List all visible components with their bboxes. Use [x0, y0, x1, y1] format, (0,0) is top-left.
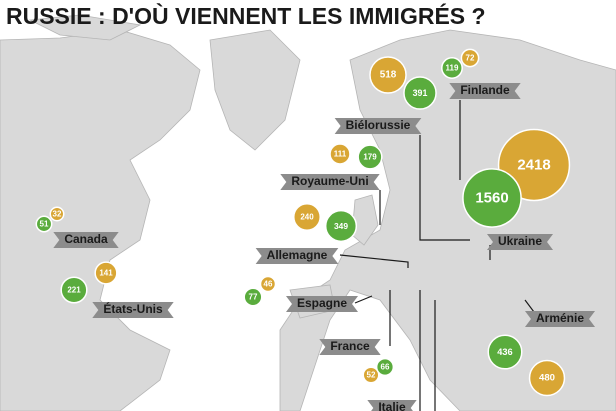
country-name: Italie: [378, 400, 406, 411]
leader-lines: [339, 100, 541, 411]
bubble-value: 52: [367, 371, 376, 380]
label-banner: [285, 296, 359, 312]
bubble-value: 66: [381, 363, 390, 372]
country-name: États-Unis: [103, 301, 163, 316]
bubble-value: 349: [334, 221, 348, 231]
country-name: Ukraine: [498, 234, 542, 248]
country-label: Finlande: [449, 83, 521, 99]
bubble-value: 77: [249, 293, 258, 302]
bubble: [460, 48, 480, 68]
bubble-value: 240: [300, 213, 314, 222]
bubble: [441, 57, 463, 79]
bubble: [35, 215, 53, 233]
bubble-value: 221: [67, 286, 81, 295]
country-name: France: [330, 339, 370, 353]
bubble-value: 111: [334, 150, 347, 159]
bubble-value: 119: [446, 64, 459, 73]
label-banner: [367, 400, 417, 411]
bubble-value: 46: [264, 280, 273, 289]
bubble: [369, 56, 407, 94]
country-label: Royaume-Uni: [280, 174, 380, 190]
bubble-value: 1560: [475, 190, 508, 207]
bubble: [49, 206, 65, 222]
title: RUSSIE : D'OÙ VIENNENT LES IMMIGRÉS ?: [6, 2, 486, 29]
country-label: Italie: [367, 400, 417, 411]
country-label: France: [319, 339, 381, 355]
bubble: [403, 76, 437, 110]
bubble-value: 32: [53, 210, 62, 219]
bubble-value: 391: [413, 88, 428, 98]
bubble: [243, 287, 263, 307]
bubble: [357, 144, 383, 170]
bubble: [528, 359, 566, 397]
bubble: [324, 209, 358, 243]
bubble-value: 141: [99, 269, 113, 278]
bubble: [329, 143, 351, 165]
label-banner: [334, 118, 422, 134]
bubble-value: 2418: [517, 157, 550, 174]
country-name: Canada: [64, 232, 108, 246]
label-banner: [486, 234, 554, 250]
country-name: Finlande: [460, 83, 510, 97]
country-label: Canada: [53, 232, 119, 248]
bubble: [60, 276, 88, 304]
label-banner: [280, 174, 380, 190]
bubble-value: 72: [466, 54, 475, 63]
country-label: États-Unis: [92, 301, 174, 318]
bubble: [487, 334, 523, 370]
country-name: Espagne: [297, 296, 347, 310]
label-banner: [53, 232, 119, 248]
label-banner: [92, 302, 174, 318]
country-label: Arménie: [524, 311, 596, 327]
country-label: Biélorussie: [334, 118, 422, 134]
country-name: Allemagne: [267, 248, 328, 262]
bubble: [293, 203, 321, 231]
country-label: Ukraine: [486, 234, 554, 250]
label-banner: [449, 83, 521, 99]
label-banner: [319, 339, 381, 355]
bubble-value: 51: [40, 220, 49, 229]
country-label: Espagne: [285, 296, 359, 312]
bubble-value: 480: [539, 373, 555, 384]
bubble: [462, 168, 522, 228]
country-name: Biélorussie: [346, 118, 411, 132]
label-banner: [524, 311, 596, 327]
bubble: [362, 366, 380, 384]
country-label: Allemagne: [255, 248, 339, 264]
country-name: Arménie: [536, 311, 584, 325]
label-banner: [255, 248, 339, 264]
bubble-value: 436: [497, 347, 512, 357]
bubble: [375, 357, 395, 377]
country-name: Royaume-Uni: [291, 174, 368, 188]
bubble: [94, 261, 118, 285]
bubble-value: 179: [363, 153, 377, 162]
bubble: [259, 275, 277, 293]
bubble-value: 518: [380, 70, 397, 81]
